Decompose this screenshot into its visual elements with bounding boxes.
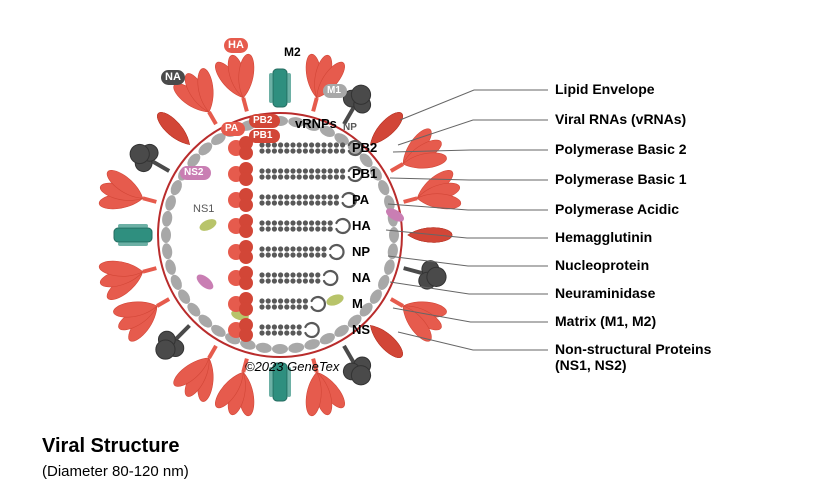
hemagglutinin-icon	[209, 49, 269, 117]
internal-label-na: NA	[165, 71, 181, 83]
legend-label: Hemagglutinin	[555, 229, 652, 245]
internal-label-pa: PA	[225, 123, 238, 134]
legend-label: Matrix (M1, M2)	[555, 313, 656, 329]
internal-label-vrnps: vRNPs	[295, 116, 337, 131]
hemagglutinin-icon	[291, 49, 351, 117]
hemagglutinin-icon	[408, 228, 452, 243]
internal-label-ns1: NS1	[193, 203, 214, 215]
hemagglutinin-icon	[94, 164, 162, 224]
segment-abbr: NS	[352, 322, 370, 337]
internal-label-np_s: NP	[343, 122, 357, 133]
neuraminidase-icon	[124, 137, 176, 184]
segment-abbr: M	[352, 296, 363, 311]
segment-abbr: PA	[352, 192, 370, 207]
hemagglutinin-icon	[398, 164, 466, 224]
legend-label: Polymerase Acidic	[555, 201, 679, 217]
segment-abbr: HA	[352, 218, 371, 233]
diagram-title: Viral Structure	[42, 435, 179, 458]
legend-label: Polymerase Basic 2	[555, 141, 687, 157]
internal-label-pb1: PB1	[253, 130, 273, 141]
hemagglutinin-icon	[94, 246, 162, 306]
internal-label-ha: HA	[228, 39, 244, 51]
internal-label-pb2: PB2	[253, 115, 273, 126]
internal-label-ns2: NS2	[184, 167, 204, 178]
internal-label-m2: M2	[284, 45, 301, 59]
copyright-text: ©2023 GeneTex	[245, 359, 339, 374]
legend-label: Non-structural Proteins	[555, 341, 711, 357]
segment-abbr: NA	[352, 270, 371, 285]
legend-label: Lipid Envelope	[555, 81, 655, 97]
neuraminidase-icon	[148, 315, 199, 366]
viral-structure-diagram: PB2 PB1 PA HA NP NA M NS HA M2 NA M1 PA PB2 PB1 vRNPs NP…	[0, 0, 825, 500]
m2-channel-icon	[114, 224, 152, 246]
segment-abbr: PB1	[352, 166, 377, 181]
legend-label: Neuraminidase	[555, 285, 655, 301]
hemagglutinin-icon	[153, 108, 194, 149]
segment-abbr: NP	[352, 244, 370, 259]
m2-channel-icon	[269, 69, 291, 107]
diagram-subtitle: (Diameter 80-120 nm)	[42, 463, 189, 480]
segment-abbr: PB2	[352, 140, 377, 155]
legend-label: Viral RNAs (vRNAs)	[555, 111, 686, 127]
legend-lines	[386, 90, 548, 350]
internal-label-m1: M1	[327, 85, 341, 96]
hemagglutinin-icon	[365, 320, 406, 361]
legend-label: Polymerase Basic 1	[555, 171, 687, 187]
legend-label: Nucleoprotein	[555, 257, 649, 273]
legend-label: (NS1, NS2)	[555, 357, 627, 373]
